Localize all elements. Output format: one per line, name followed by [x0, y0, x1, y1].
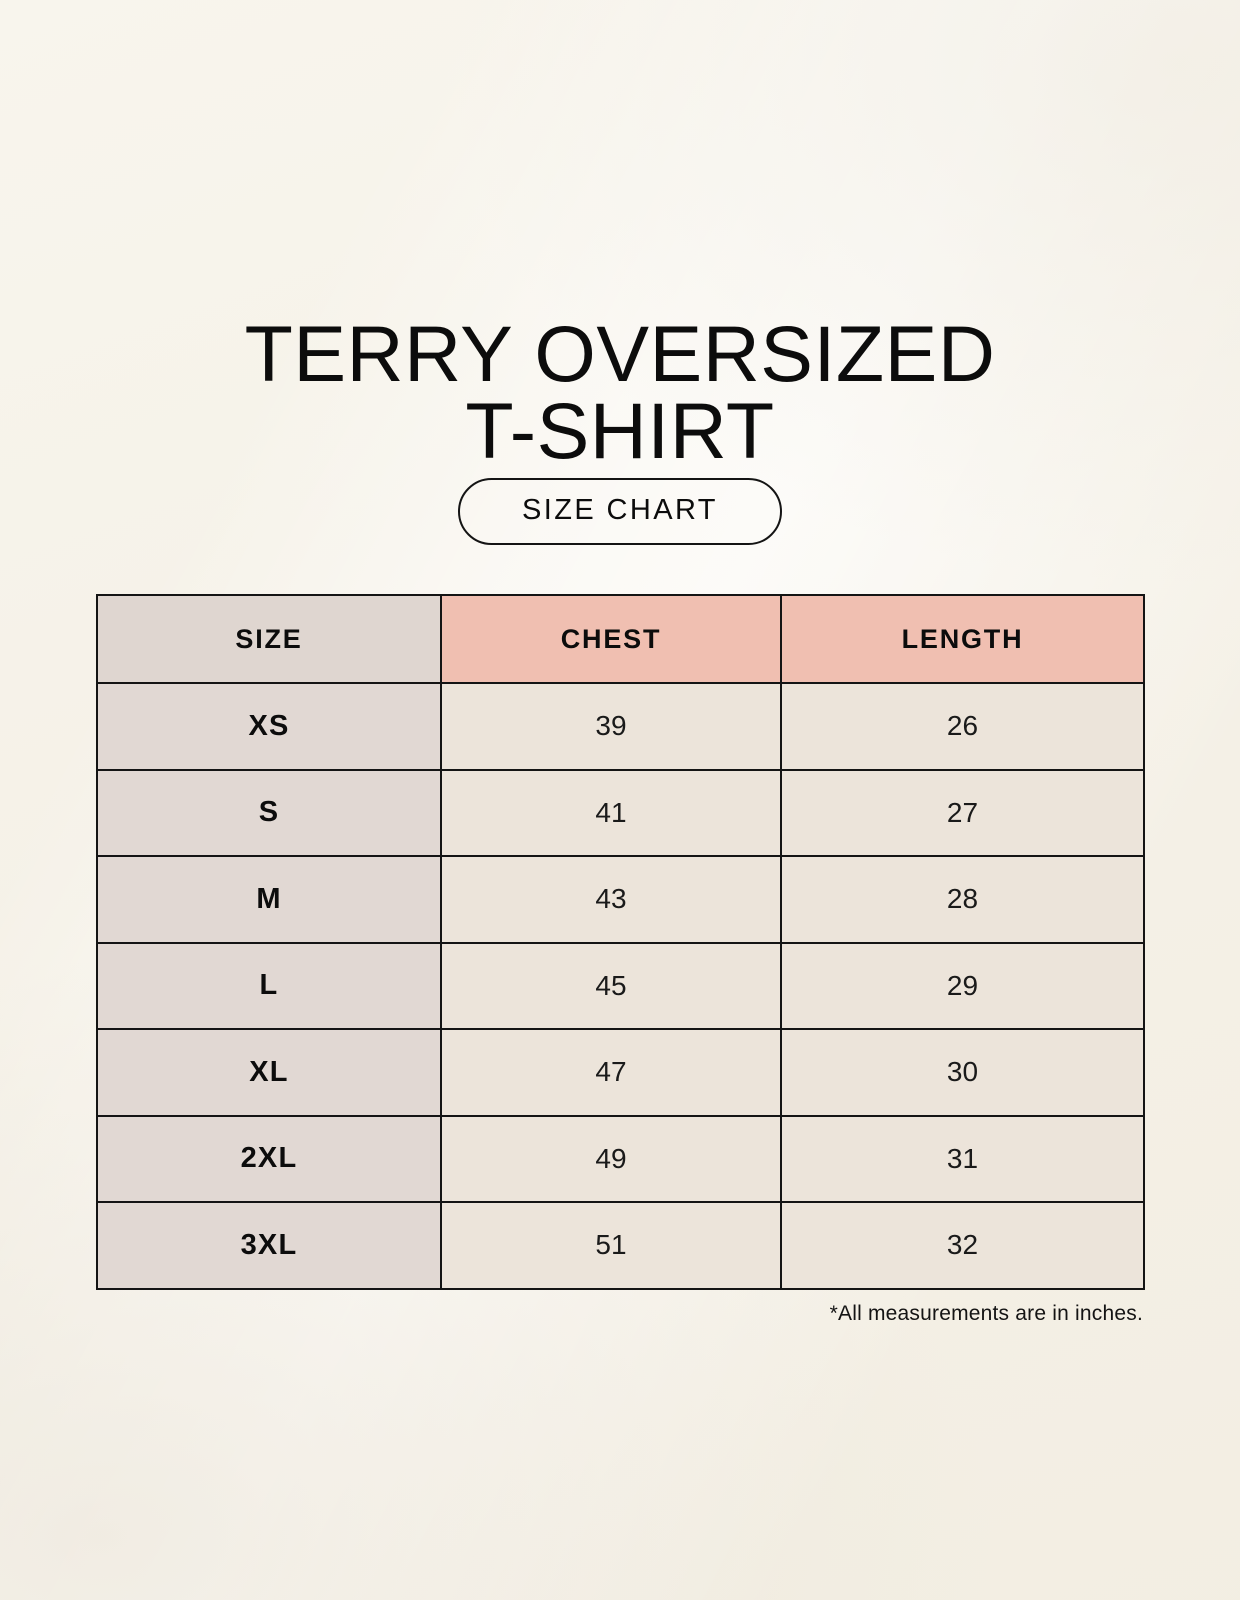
cell-chest: 51: [440, 1201, 782, 1290]
table-header: SIZE CHEST LENGTH: [96, 594, 1145, 684]
cell-size: M: [96, 855, 442, 944]
cell-chest: 45: [440, 941, 782, 1030]
column-header-chest: CHEST: [440, 594, 782, 684]
table-row: 2XL 49 31: [96, 1114, 1145, 1203]
table-header-row: SIZE CHEST LENGTH: [96, 594, 1145, 684]
table-row: XL 47 30: [96, 1028, 1145, 1117]
size-chart-table: SIZE CHEST LENGTH XS 39 26 S 41 27 M 43 …: [96, 594, 1145, 1290]
cell-chest: 49: [440, 1114, 782, 1203]
column-header-length: LENGTH: [780, 594, 1145, 684]
table-row: 3XL 51 32: [96, 1201, 1145, 1290]
cell-size: XL: [96, 1028, 442, 1117]
cell-length: 32: [780, 1201, 1145, 1290]
cell-length: 27: [780, 768, 1145, 857]
cell-length: 30: [780, 1028, 1145, 1117]
cell-chest: 47: [440, 1028, 782, 1117]
table-row: S 41 27: [96, 768, 1145, 857]
size-chart-badge: SIZE CHART: [458, 478, 782, 545]
measurements-footnote: *All measurements are in inches.: [829, 1302, 1143, 1325]
cell-size: 3XL: [96, 1201, 442, 1290]
column-header-size: SIZE: [96, 594, 442, 684]
cell-chest: 41: [440, 768, 782, 857]
cell-length: 26: [780, 682, 1145, 771]
table-row: L 45 29: [96, 941, 1145, 1030]
cell-size: XS: [96, 682, 442, 771]
cell-size: L: [96, 941, 442, 1030]
badge-container: SIZE CHART: [0, 478, 1240, 545]
table-row: M 43 28: [96, 855, 1145, 944]
cell-size: S: [96, 768, 442, 857]
cell-length: 29: [780, 941, 1145, 1030]
cell-chest: 43: [440, 855, 782, 944]
cell-length: 28: [780, 855, 1145, 944]
table-body: XS 39 26 S 41 27 M 43 28 L 45 29 XL 47: [96, 682, 1145, 1290]
cell-length: 31: [780, 1114, 1145, 1203]
cell-size: 2XL: [96, 1114, 442, 1203]
page-title: TERRY OVERSIZED T-SHIRT: [244, 308, 996, 476]
cell-chest: 39: [440, 682, 782, 771]
table-row: XS 39 26: [96, 682, 1145, 771]
